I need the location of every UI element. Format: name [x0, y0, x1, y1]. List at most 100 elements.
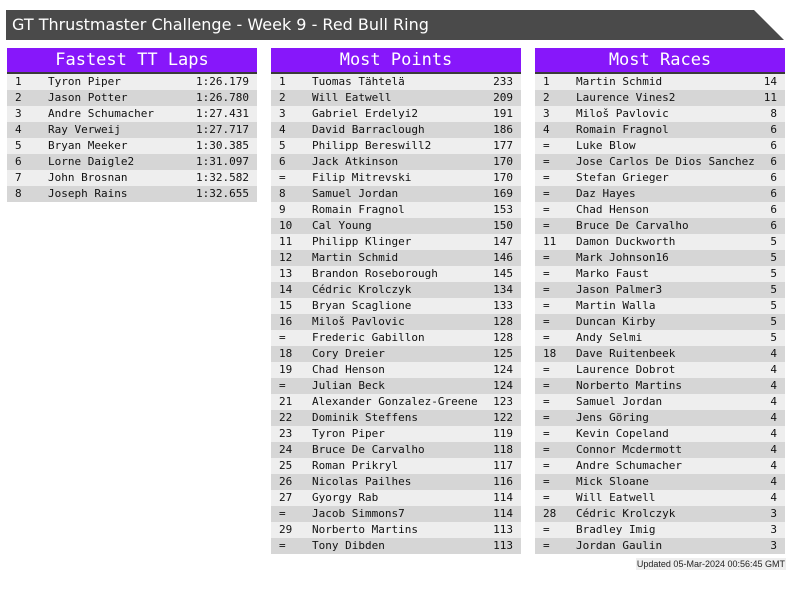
table-row: = Jose Carlos De Dios Sanchez 6 — [535, 154, 785, 170]
rank: = — [543, 139, 550, 152]
driver-name: Duncan Kirby — [576, 315, 656, 328]
value: 5 — [770, 299, 777, 312]
table-row: 4 David Barraclough 186 — [271, 122, 521, 138]
table-row: 4 Romain Fragnol 6 — [535, 122, 785, 138]
rank: 1 — [279, 75, 286, 88]
value: 5 — [770, 315, 777, 328]
table-row: 14 Cédric Krolczyk 134 — [271, 282, 521, 298]
rank: 3 — [543, 107, 550, 120]
rank: 12 — [279, 251, 293, 264]
driver-name: Julian Beck — [312, 379, 385, 392]
value: 4 — [770, 459, 777, 472]
value: 1:32.582 — [196, 171, 249, 184]
rank: 4 — [279, 123, 286, 136]
rank: = — [543, 539, 550, 552]
driver-name: Jack Atkinson — [312, 155, 399, 168]
driver-name: Samuel Jordan — [312, 187, 399, 200]
value: 6 — [770, 123, 777, 136]
most-races-table: Most Races 1 Martin Schmid 14 2 Laurence Vin… — [535, 48, 785, 554]
rank: 8 — [15, 187, 22, 200]
value: 113 — [493, 539, 513, 552]
table-row: = Bruce De Carvalho 6 — [535, 218, 785, 234]
driver-name: Mark Johnson16 — [576, 251, 669, 264]
rank: 6 — [279, 155, 286, 168]
driver-name: Will Eatwell — [312, 91, 392, 104]
rank: 23 — [279, 427, 293, 440]
table-row: = Tony Dibden 113 — [271, 538, 521, 554]
table-row: = Andy Selmi 5 — [535, 330, 785, 346]
rank: 11 — [543, 235, 557, 248]
driver-name: Norberto Martins — [312, 523, 418, 536]
driver-name: Cory Dreier — [312, 347, 385, 360]
driver-name: Laurence Vines2 — [576, 91, 676, 104]
table-row: = Connor Mcdermott 4 — [535, 442, 785, 458]
table-row: 29 Norberto Martins 113 — [271, 522, 521, 538]
value: 186 — [493, 123, 513, 136]
rank: 18 — [279, 347, 293, 360]
value: 124 — [493, 363, 513, 376]
table-row: = Andre Schumacher 4 — [535, 458, 785, 474]
table-row: 1 Tyron Piper 1:26.179 — [7, 74, 257, 90]
table-row: = Filip Mitrevski 170 — [271, 170, 521, 186]
table-row: 3 Andre Schumacher 1:27.431 — [7, 106, 257, 122]
table-row: = Jordan Gaulin 3 — [535, 538, 785, 554]
value: 177 — [493, 139, 513, 152]
rank: = — [543, 251, 550, 264]
driver-name: Andre Schumacher — [576, 459, 682, 472]
table-row: = Martin Walla 5 — [535, 298, 785, 314]
rank: = — [543, 427, 550, 440]
driver-name: Will Eatwell — [576, 491, 656, 504]
value: 114 — [493, 507, 513, 520]
driver-name: Tuomas Tähtelä — [312, 75, 405, 88]
driver-name: Mick Sloane — [576, 475, 649, 488]
value: 6 — [770, 139, 777, 152]
value: 1:26.780 — [196, 91, 249, 104]
rank: 5 — [15, 139, 22, 152]
value: 3 — [770, 523, 777, 536]
rank: 2 — [15, 91, 22, 104]
table-row: 3 Miloš Pavlovic 8 — [535, 106, 785, 122]
rank: 6 — [15, 155, 22, 168]
driver-name: Gabriel Erdelyi2 — [312, 107, 418, 120]
driver-name: Jens Göring — [576, 411, 649, 424]
rank: 13 — [279, 267, 293, 280]
rank: 16 — [279, 315, 293, 328]
driver-name: David Barraclough — [312, 123, 425, 136]
value: 123 — [493, 395, 513, 408]
rank: = — [279, 379, 286, 392]
value: 6 — [770, 203, 777, 216]
rank: = — [543, 443, 550, 456]
rank: = — [543, 363, 550, 376]
driver-name: Joseph Rains — [48, 187, 128, 200]
value: 128 — [493, 331, 513, 344]
rank: 26 — [279, 475, 293, 488]
table-row: 23 Tyron Piper 119 — [271, 426, 521, 442]
value: 5 — [770, 283, 777, 296]
driver-name: Andy Selmi — [576, 331, 643, 344]
rank: = — [279, 171, 286, 184]
table-row: 2 Jason Potter 1:26.780 — [7, 90, 257, 106]
rank: 29 — [279, 523, 293, 536]
rank: 25 — [279, 459, 293, 472]
driver-name: Damon Duckworth — [576, 235, 676, 248]
driver-name: Cal Young — [312, 219, 372, 232]
table-row: 7 John Brosnan 1:32.582 — [7, 170, 257, 186]
driver-name: Jason Potter — [48, 91, 128, 104]
table-row: 4 Ray Verweij 1:27.717 — [7, 122, 257, 138]
driver-name: Martin Schmid — [576, 75, 663, 88]
driver-name: Filip Mitrevski — [312, 171, 412, 184]
value: 134 — [493, 283, 513, 296]
rank: = — [543, 267, 550, 280]
driver-name: Daz Hayes — [576, 187, 636, 200]
driver-name: Romain Fragnol — [312, 203, 405, 216]
value: 3 — [770, 539, 777, 552]
value: 118 — [493, 443, 513, 456]
rank: 10 — [279, 219, 293, 232]
value: 6 — [770, 171, 777, 184]
table-row: = Will Eatwell 4 — [535, 490, 785, 506]
table-row: 2 Will Eatwell 209 — [271, 90, 521, 106]
table-row: = Jason Palmer3 5 — [535, 282, 785, 298]
driver-name: Philipp Bereswill2 — [312, 139, 432, 152]
value: 124 — [493, 379, 513, 392]
rank: = — [543, 171, 550, 184]
